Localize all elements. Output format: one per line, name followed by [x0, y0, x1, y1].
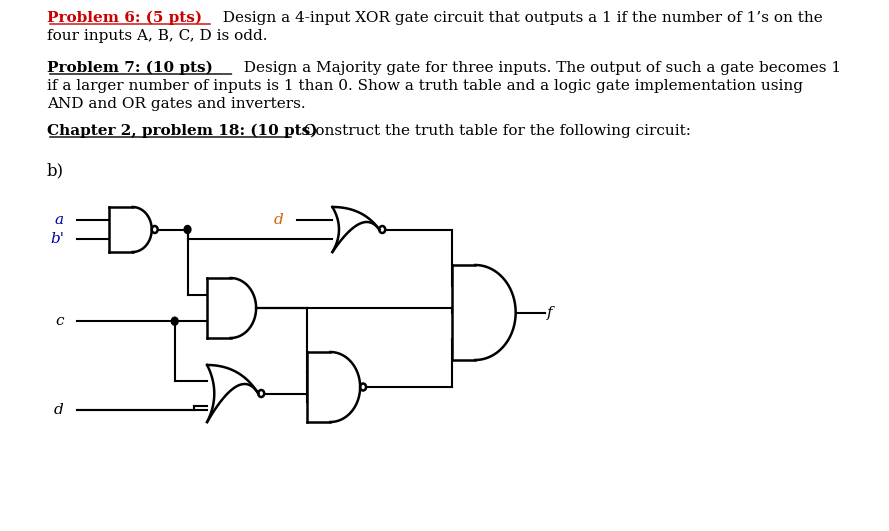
- Text: Problem 6: (5 pts): Problem 6: (5 pts): [47, 11, 202, 25]
- Text: Design a 4-input XOR gate circuit that outputs a 1 if the number of 1’s on the: Design a 4-input XOR gate circuit that o…: [213, 11, 823, 25]
- Text: d: d: [274, 212, 284, 227]
- Text: AND and OR gates and inverters.: AND and OR gates and inverters.: [47, 97, 306, 111]
- Text: b): b): [47, 162, 64, 179]
- Text: b': b': [50, 233, 64, 246]
- Text: f: f: [548, 305, 553, 320]
- Text: Design a Majority gate for three inputs. The output of such a gate becomes 1: Design a Majority gate for three inputs.…: [235, 61, 842, 75]
- Text: a: a: [55, 212, 64, 227]
- Circle shape: [184, 226, 191, 234]
- Text: Problem 7: (10 pts): Problem 7: (10 pts): [47, 61, 212, 75]
- Text: four inputs A, B, C, D is odd.: four inputs A, B, C, D is odd.: [47, 29, 268, 43]
- Text: if a larger number of inputs is 1 than 0. Show a truth table and a logic gate im: if a larger number of inputs is 1 than 0…: [47, 79, 803, 93]
- Circle shape: [172, 317, 178, 325]
- Text: c: c: [55, 314, 64, 328]
- Text: Chapter 2, problem 18: (10 pts): Chapter 2, problem 18: (10 pts): [47, 124, 317, 138]
- Text: d: d: [54, 403, 64, 417]
- Text: Construct the truth table for the following circuit:: Construct the truth table for the follow…: [294, 124, 691, 138]
